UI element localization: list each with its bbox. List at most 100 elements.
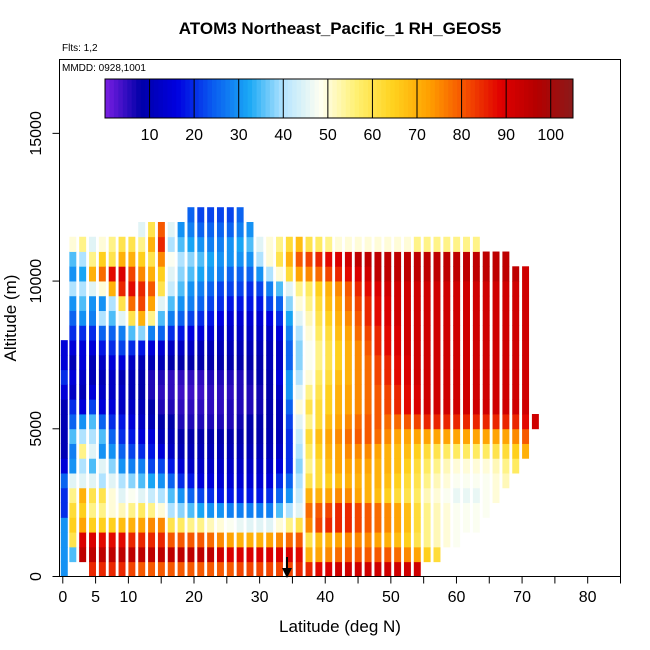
heatmap-cell [148, 443, 156, 459]
heatmap-cell [187, 399, 195, 415]
heatmap-cell [167, 502, 175, 518]
heatmap-cell [207, 221, 215, 238]
heatmap-cell [394, 443, 402, 459]
heatmap-cell [79, 354, 87, 371]
heatmap-cell [482, 295, 490, 312]
heatmap-cell [423, 443, 431, 459]
heatmap-cell [157, 561, 165, 577]
heatmap-cell [216, 517, 224, 533]
heatmap-cell [512, 325, 520, 341]
heatmap-cell [335, 473, 343, 489]
colorbar-segment [417, 79, 422, 118]
heatmap-cell [216, 266, 224, 282]
heatmap-cell [187, 384, 195, 400]
heatmap-cell [207, 207, 215, 223]
heatmap-cell [157, 340, 165, 356]
heatmap-cell [246, 281, 254, 297]
heatmap-cell [394, 295, 402, 312]
heatmap-cell [256, 414, 264, 430]
heatmap-cell [187, 428, 195, 444]
heatmap-cell [472, 414, 480, 430]
heatmap-cell [89, 310, 96, 326]
heatmap-cell [128, 325, 136, 341]
heatmap-cell [285, 236, 293, 252]
heatmap-cell [433, 281, 441, 297]
heatmap-cell [344, 340, 352, 356]
heatmap-cell [207, 266, 215, 282]
heatmap-cell [167, 546, 175, 563]
heatmap-cell [344, 473, 352, 489]
heatmap-cell [285, 414, 293, 430]
heatmap-cell [187, 369, 195, 385]
heatmap-cell [344, 428, 352, 444]
heatmap-cell [177, 517, 185, 533]
heatmap-cell [453, 354, 461, 371]
heatmap-cell [79, 266, 87, 282]
heatmap-cell [138, 473, 146, 489]
heatmap-cell [433, 428, 441, 444]
heatmap-cell [374, 532, 382, 548]
heatmap-cell [502, 473, 510, 489]
heatmap-cell [325, 428, 333, 444]
heatmap-cell [364, 325, 372, 341]
heatmap-cell [138, 354, 146, 371]
heatmap-cell [216, 428, 224, 444]
heatmap-cell [216, 295, 224, 312]
heatmap-cell [197, 281, 205, 297]
heatmap-cell [148, 251, 156, 267]
heatmap-cell [118, 354, 126, 371]
heatmap-cell [236, 561, 244, 577]
heatmap-cell [285, 487, 293, 504]
heatmap-cell [364, 236, 372, 252]
heatmap-cell [472, 428, 480, 444]
colorbar-segment [162, 79, 168, 118]
colorbar-frame [104, 78, 574, 119]
heatmap-cell [89, 443, 96, 459]
heatmap-cell [246, 443, 254, 459]
x-tick-label: 70 [513, 589, 531, 606]
heatmap-cell [98, 532, 106, 548]
heatmap-cell [138, 236, 146, 252]
heatmap-cell [177, 502, 185, 518]
heatmap-cell [207, 517, 215, 533]
heatmap-cell [325, 561, 333, 577]
heatmap-cell [285, 251, 293, 267]
heatmap-cell [315, 414, 323, 430]
heatmap-cell [157, 546, 165, 563]
colorbar-segment [523, 79, 529, 118]
heatmap-cell [315, 340, 323, 356]
heatmap-cell [335, 384, 343, 400]
heatmap-cell [118, 443, 126, 459]
heatmap-cell [315, 517, 323, 533]
heatmap-cell [138, 325, 146, 341]
heatmap-cell [98, 236, 106, 252]
colorbar-segment [154, 79, 159, 118]
heatmap-cell [148, 561, 156, 577]
heatmap-cell [354, 310, 362, 326]
heatmap-cell [512, 443, 520, 459]
heatmap-cell [148, 399, 156, 415]
heatmap-cell [364, 266, 372, 282]
heatmap-cell [443, 414, 451, 430]
heatmap-cell [89, 295, 96, 312]
heatmap-cell [266, 340, 274, 356]
heatmap-cell [207, 354, 215, 371]
heatmap-cell [374, 354, 382, 371]
heatmap-cell [98, 473, 106, 489]
heatmap-cell [364, 458, 372, 474]
heatmap-cell [394, 236, 402, 252]
heatmap-cell [443, 340, 451, 356]
heatmap-cell [118, 473, 126, 489]
colorbar-segment [189, 79, 195, 118]
heatmap-cell [394, 354, 402, 371]
heatmap-cell [216, 399, 224, 415]
heatmap-cell [118, 340, 126, 356]
heatmap-cell [423, 251, 431, 267]
heatmap-cell [305, 295, 313, 312]
heatmap-cell [403, 236, 411, 252]
heatmap-cell [423, 295, 431, 312]
heatmap-cell [403, 487, 411, 504]
heatmap-cell [453, 236, 461, 252]
heatmap-cell [463, 369, 470, 385]
heatmap-cell [216, 561, 224, 577]
